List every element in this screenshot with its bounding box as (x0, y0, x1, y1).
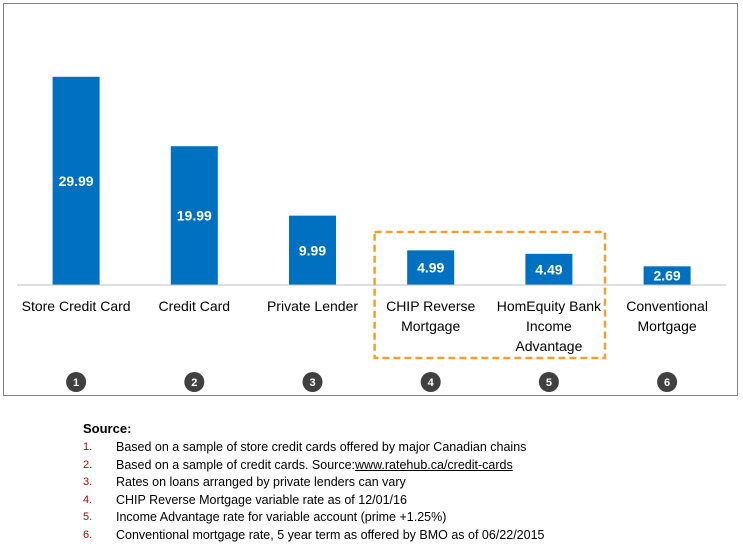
source-item: 5. Income Advantage rate for variable ac… (83, 509, 723, 527)
bar-value-label: 4.99 (417, 260, 444, 276)
highlight-box (373, 230, 607, 360)
footnote-marker: 4 (420, 372, 441, 392)
category-label: Income (526, 318, 572, 334)
source-item-number: 6. (83, 528, 93, 541)
category-label: HomEquity Bank (497, 298, 602, 314)
footnote-marker: 5 (538, 372, 559, 392)
footnote-marker: 1 (66, 372, 87, 392)
footnote-marker-number: 4 (428, 377, 435, 389)
category-label: Advantage (515, 338, 582, 354)
chart-frame: 29.99 Store Credit Card 19.99 Credit Card 9.… (3, 3, 738, 396)
source-item-number: 1. (83, 441, 93, 453)
source-item-text: Conventional mortgage rate, 5 year term … (116, 527, 545, 542)
footnote-marker: 6 (657, 372, 678, 392)
source-notes: Source: 1. Based on a sample of store cr… (83, 421, 723, 545)
source-item: 6. Conventional mortgage rate, 5 year te… (83, 527, 723, 545)
source-item-text: Based on a sample of credit cards. Sourc… (116, 457, 356, 472)
source-item: 3. Rates on loans arranged by private le… (83, 474, 723, 492)
bar (407, 250, 455, 285)
footnote-marker: 2 (184, 372, 205, 392)
bar-value-label: 19.99 (177, 208, 212, 224)
bar (643, 266, 691, 285)
footnote-marker-number: 1 (73, 377, 79, 389)
footnote-marker-circle (657, 372, 678, 392)
source-item-number: 3. (83, 476, 93, 489)
source-item-text: Income Advantage rate for variable accou… (116, 510, 447, 525)
footnote-marker-circle (420, 372, 441, 392)
category-label: Credit Card (159, 298, 231, 314)
category-label: CHIP Reverse (386, 298, 475, 314)
footnote-marker-number: 6 (664, 377, 670, 389)
footnote-marker-circle (538, 372, 559, 392)
bar (170, 146, 218, 285)
source-item-text: CHIP Reverse Mortgage variable rate as o… (116, 492, 407, 507)
footnote-marker-number: 2 (191, 377, 197, 389)
source-item-number: 5. (83, 511, 93, 524)
category-label: Conventional (626, 298, 708, 314)
category-label: Mortgage (401, 318, 460, 334)
source-item-number: 2. (83, 458, 93, 471)
footnote-marker-circle (302, 372, 323, 392)
footnote-marker-circle (66, 372, 87, 392)
bar (525, 253, 573, 285)
source-item-number: 4. (83, 493, 93, 506)
source-item-text: Based on a sample of store credit cards … (116, 440, 527, 454)
bar (52, 76, 100, 285)
category-label: Store Credit Card (22, 298, 131, 314)
category-label: Mortgage (638, 318, 697, 334)
bar-value-label: 2.69 (653, 268, 680, 284)
source-heading: Source: (83, 421, 132, 436)
category-label: Private Lender (267, 298, 358, 314)
source-list: 1. Based on a sample of store credit car… (83, 439, 723, 545)
footnote-marker: 3 (302, 372, 323, 392)
ratehub-link[interactable]: www.ratehub.ca/credit-cards (355, 457, 513, 472)
source-item: 4. CHIP Reverse Mortgage variable rate a… (83, 492, 723, 510)
source-item-text: Rates on loans arranged by private lende… (116, 475, 406, 490)
bar-value-label: 9.99 (299, 242, 326, 258)
source-item: 2. Based on a sample of credit cards. So… (83, 457, 723, 475)
bar-value-label: 29.99 (59, 173, 94, 189)
footnote-marker-number: 5 (546, 377, 552, 389)
bar (289, 215, 336, 285)
source-item: 1. Based on a sample of store credit car… (83, 439, 723, 457)
footnote-marker-number: 3 (309, 377, 315, 389)
bar-chart: 29.99 Store Credit Card 19.99 Credit Card 9.… (17, 76, 726, 392)
bar-value-label: 4.49 (535, 261, 562, 277)
footnote-marker-circle (184, 372, 205, 392)
